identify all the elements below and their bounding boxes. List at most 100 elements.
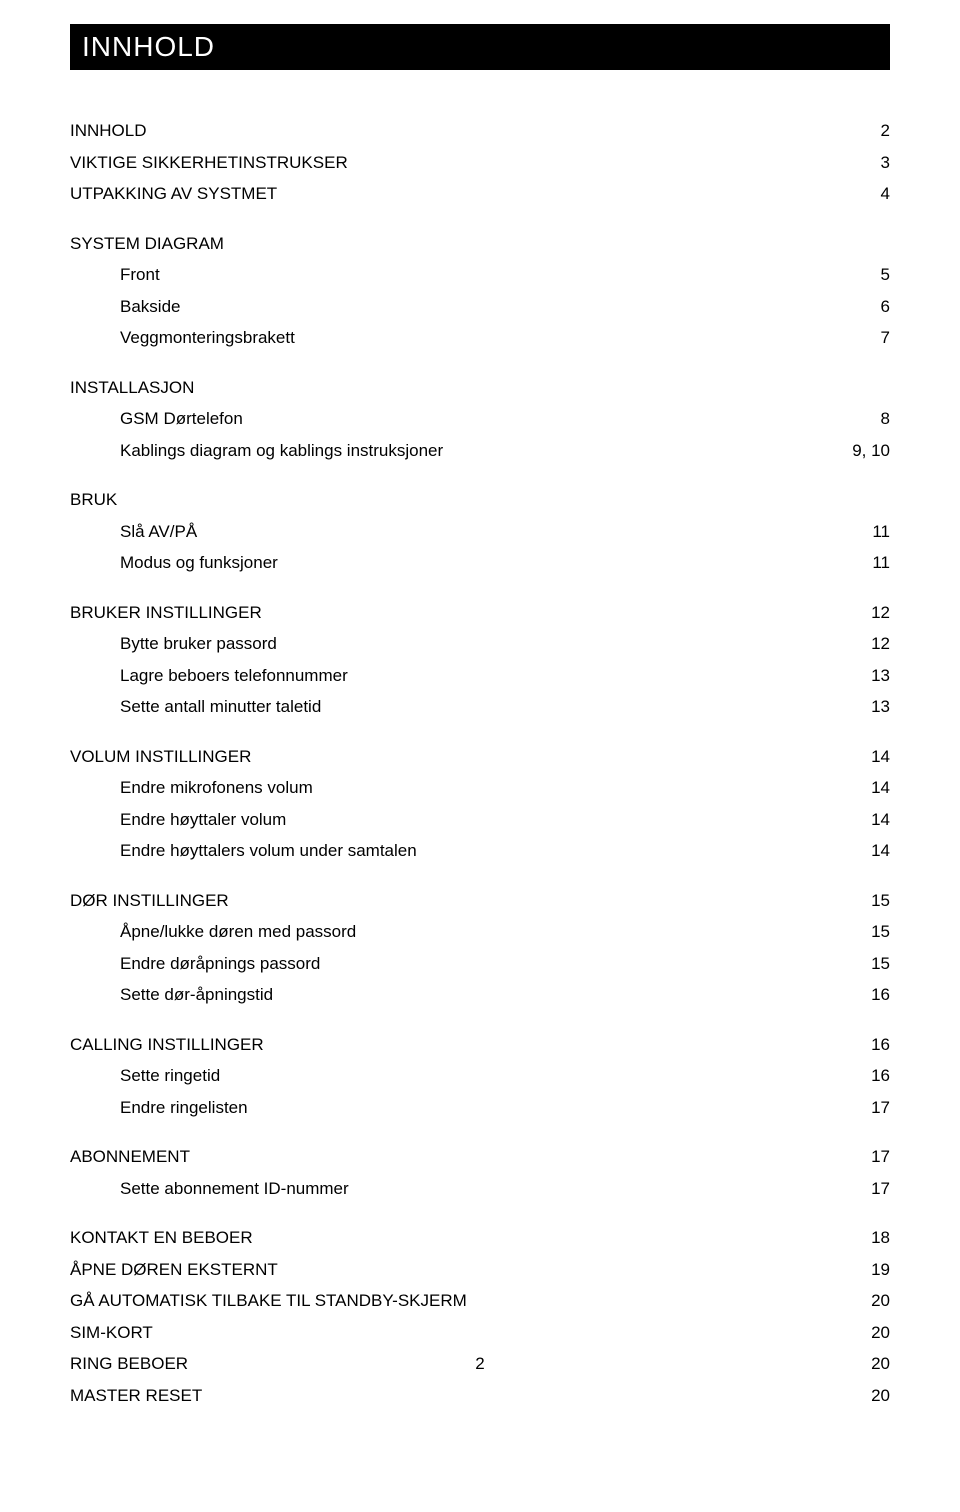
toc-page-number bbox=[830, 487, 890, 513]
toc-label: Sette dør-åpningstid bbox=[120, 982, 830, 1008]
toc-row: GSM Dørtelefon8 bbox=[70, 406, 890, 432]
toc-page-number: 16 bbox=[830, 1063, 890, 1089]
toc-row: Sette ringetid16 bbox=[70, 1063, 890, 1089]
toc-page-number: 20 bbox=[830, 1320, 890, 1346]
toc-group: ABONNEMENT17 Sette abonnement ID-nummer17 bbox=[70, 1144, 890, 1201]
toc-row: VIKTIGE SIKKERHETINSTRUKSER3 bbox=[70, 150, 890, 176]
toc-row: Slå AV/PÅ11 bbox=[70, 519, 890, 545]
toc-row: Endre høyttalers volum under samtalen14 bbox=[70, 838, 890, 864]
toc-row: Modus og funksjoner11 bbox=[70, 550, 890, 576]
toc-page-number: 5 bbox=[830, 262, 890, 288]
toc-group: BRUKER INSTILLINGER12Bytte bruker passor… bbox=[70, 600, 890, 720]
page-title: INNHOLD bbox=[82, 31, 878, 63]
toc-label: GSM Dørtelefon bbox=[120, 406, 830, 432]
toc-page-number: 8 bbox=[830, 406, 890, 432]
toc-page-number: 4 bbox=[830, 181, 890, 207]
toc-label: Slå AV/PÅ bbox=[120, 519, 830, 545]
toc-label: Endre mikrofonens volum bbox=[120, 775, 830, 801]
toc-label: Modus og funksjoner bbox=[120, 550, 830, 576]
toc-row: Sette abonnement ID-nummer17 bbox=[70, 1176, 890, 1202]
toc-row: GÅ AUTOMATISK TILBAKE TIL STANDBY-SKJERM… bbox=[70, 1288, 890, 1314]
toc-group: INNHOLD2VIKTIGE SIKKERHETINSTRUKSER3UTPA… bbox=[70, 118, 890, 207]
toc-page-number bbox=[830, 231, 890, 257]
toc-page-number: 15 bbox=[830, 919, 890, 945]
toc-page-number: 11 bbox=[830, 519, 890, 545]
toc-group: BRUKSlå AV/PÅ11Modus og funksjoner11 bbox=[70, 487, 890, 576]
toc-label: BRUKER INSTILLINGER bbox=[70, 600, 830, 626]
toc-row: Åpne/lukke døren med passord15 bbox=[70, 919, 890, 945]
toc-page-number: 12 bbox=[830, 631, 890, 657]
toc-label: SYSTEM DIAGRAM bbox=[70, 231, 830, 257]
toc-row: Bytte bruker passord12 bbox=[70, 631, 890, 657]
toc-page-number: 14 bbox=[830, 775, 890, 801]
toc-row: Endre mikrofonens volum14 bbox=[70, 775, 890, 801]
header-bar: INNHOLD bbox=[70, 24, 890, 70]
toc-label: BRUK bbox=[70, 487, 830, 513]
toc-page-number: 6 bbox=[830, 294, 890, 320]
toc-row: INSTALLASJON bbox=[70, 375, 890, 401]
toc-label: Veggmonteringsbrakett bbox=[120, 325, 830, 351]
toc-page-number bbox=[830, 375, 890, 401]
toc-row: BRUKER INSTILLINGER12 bbox=[70, 600, 890, 626]
toc-label: DØR INSTILLINGER bbox=[70, 888, 830, 914]
toc-row: INNHOLD2 bbox=[70, 118, 890, 144]
toc-row: MASTER RESET20 bbox=[70, 1383, 890, 1409]
table-of-contents: INNHOLD2VIKTIGE SIKKERHETINSTRUKSER3UTPA… bbox=[70, 118, 890, 1408]
toc-label: UTPAKKING AV SYSTMET bbox=[70, 181, 830, 207]
toc-page-number: 14 bbox=[830, 807, 890, 833]
toc-label: CALLING INSTILLINGER bbox=[70, 1032, 830, 1058]
toc-row: Lagre beboers telefonnummer13 bbox=[70, 663, 890, 689]
toc-page-number: 20 bbox=[830, 1288, 890, 1314]
toc-row: ABONNEMENT17 bbox=[70, 1144, 890, 1170]
toc-page-number: 18 bbox=[830, 1225, 890, 1251]
toc-group: CALLING INSTILLINGER16Sette ringetid16En… bbox=[70, 1032, 890, 1121]
toc-page-number: 16 bbox=[830, 982, 890, 1008]
toc-label: VIKTIGE SIKKERHETINSTRUKSER bbox=[70, 150, 830, 176]
toc-label: INNHOLD bbox=[70, 118, 830, 144]
toc-label: Kablings diagram og kablings instruksjon… bbox=[120, 438, 830, 464]
toc-page-number: 11 bbox=[830, 550, 890, 576]
toc-row: Kablings diagram og kablings instruksjon… bbox=[70, 438, 890, 464]
toc-row: Sette dør-åpningstid16 bbox=[70, 982, 890, 1008]
toc-page-number: 3 bbox=[830, 150, 890, 176]
toc-page-number: 14 bbox=[830, 838, 890, 864]
toc-label: Sette ringetid bbox=[120, 1063, 830, 1089]
toc-page-number: 15 bbox=[830, 951, 890, 977]
toc-label: INSTALLASJON bbox=[70, 375, 830, 401]
page-footer-number: 2 bbox=[70, 1351, 890, 1377]
toc-row: Endre ringelisten17 bbox=[70, 1095, 890, 1121]
toc-page-number: 17 bbox=[830, 1144, 890, 1170]
toc-group: VOLUM INSTILLINGER14Endre mikrofonens vo… bbox=[70, 744, 890, 864]
toc-label: VOLUM INSTILLINGER bbox=[70, 744, 830, 770]
toc-row: KONTAKT EN BEBOER18 bbox=[70, 1225, 890, 1251]
toc-row: Endre døråpnings passord15 bbox=[70, 951, 890, 977]
toc-label: Bakside bbox=[120, 294, 830, 320]
toc-page-number: 13 bbox=[830, 663, 890, 689]
toc-row: Sette antall minutter taletid13 bbox=[70, 694, 890, 720]
toc-page-number: 17 bbox=[830, 1176, 890, 1202]
toc-label: KONTAKT EN BEBOER bbox=[70, 1225, 830, 1251]
toc-row: Front5 bbox=[70, 262, 890, 288]
toc-label: Sette antall minutter taletid bbox=[120, 694, 830, 720]
toc-label: Endre høyttaler volum bbox=[120, 807, 830, 833]
toc-label: Front bbox=[120, 262, 830, 288]
toc-row: SIM-KORT20 bbox=[70, 1320, 890, 1346]
toc-row: Bakside6 bbox=[70, 294, 890, 320]
toc-row: CALLING INSTILLINGER16 bbox=[70, 1032, 890, 1058]
toc-group: INSTALLASJONGSM Dørtelefon8Kablings diag… bbox=[70, 375, 890, 464]
toc-label: ÅPNE DØREN EKSTERNT bbox=[70, 1257, 830, 1283]
toc-page-number: 2 bbox=[830, 118, 890, 144]
toc-page-number: 17 bbox=[830, 1095, 890, 1121]
toc-label: Åpne/lukke døren med passord bbox=[120, 919, 830, 945]
toc-label: MASTER RESET bbox=[70, 1383, 830, 1409]
toc-row-with-center: RING BEBOER202 bbox=[70, 1351, 890, 1377]
toc-page-number: 9, 10 bbox=[830, 438, 890, 464]
toc-row: ÅPNE DØREN EKSTERNT19 bbox=[70, 1257, 890, 1283]
toc-group: SYSTEM DIAGRAMFront5Bakside6Veggmonterin… bbox=[70, 231, 890, 351]
toc-page-number: 14 bbox=[830, 744, 890, 770]
toc-group: KONTAKT EN BEBOER18ÅPNE DØREN EKSTERNT19… bbox=[70, 1225, 890, 1408]
toc-page-number: 16 bbox=[830, 1032, 890, 1058]
toc-label: Endre ringelisten bbox=[120, 1095, 830, 1121]
toc-row: Endre høyttaler volum14 bbox=[70, 807, 890, 833]
toc-page-number: 19 bbox=[830, 1257, 890, 1283]
